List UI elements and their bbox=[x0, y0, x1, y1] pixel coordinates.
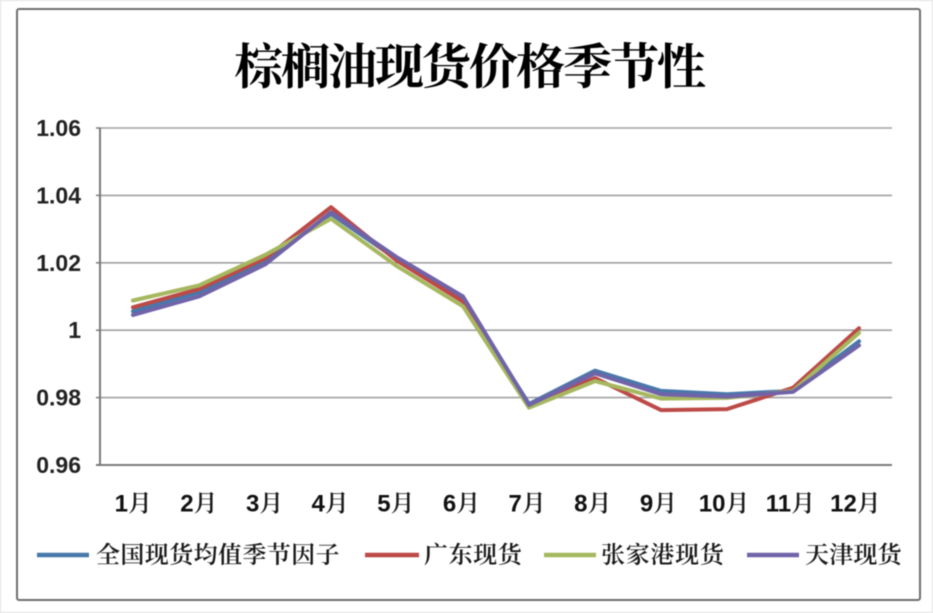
svg-text:3: 3 bbox=[246, 491, 259, 518]
svg-text:1.04: 1.04 bbox=[36, 182, 81, 208]
svg-text:1.06: 1.06 bbox=[36, 115, 81, 141]
svg-text:1: 1 bbox=[68, 317, 81, 343]
svg-text:6: 6 bbox=[443, 491, 456, 518]
svg-text:0.98: 0.98 bbox=[36, 385, 81, 411]
svg-text:9: 9 bbox=[640, 491, 653, 518]
svg-text:8: 8 bbox=[574, 491, 587, 518]
svg-text:1: 1 bbox=[115, 491, 128, 518]
svg-text:7: 7 bbox=[509, 491, 522, 518]
svg-text:11: 11 bbox=[766, 491, 791, 518]
svg-text:5: 5 bbox=[377, 491, 390, 518]
svg-text:1.02: 1.02 bbox=[36, 250, 81, 276]
svg-text:10: 10 bbox=[699, 491, 726, 518]
svg-text:0.96: 0.96 bbox=[36, 452, 81, 478]
svg-text:12: 12 bbox=[830, 491, 857, 518]
svg-text:2: 2 bbox=[180, 491, 193, 518]
svg-text:4: 4 bbox=[312, 491, 326, 518]
